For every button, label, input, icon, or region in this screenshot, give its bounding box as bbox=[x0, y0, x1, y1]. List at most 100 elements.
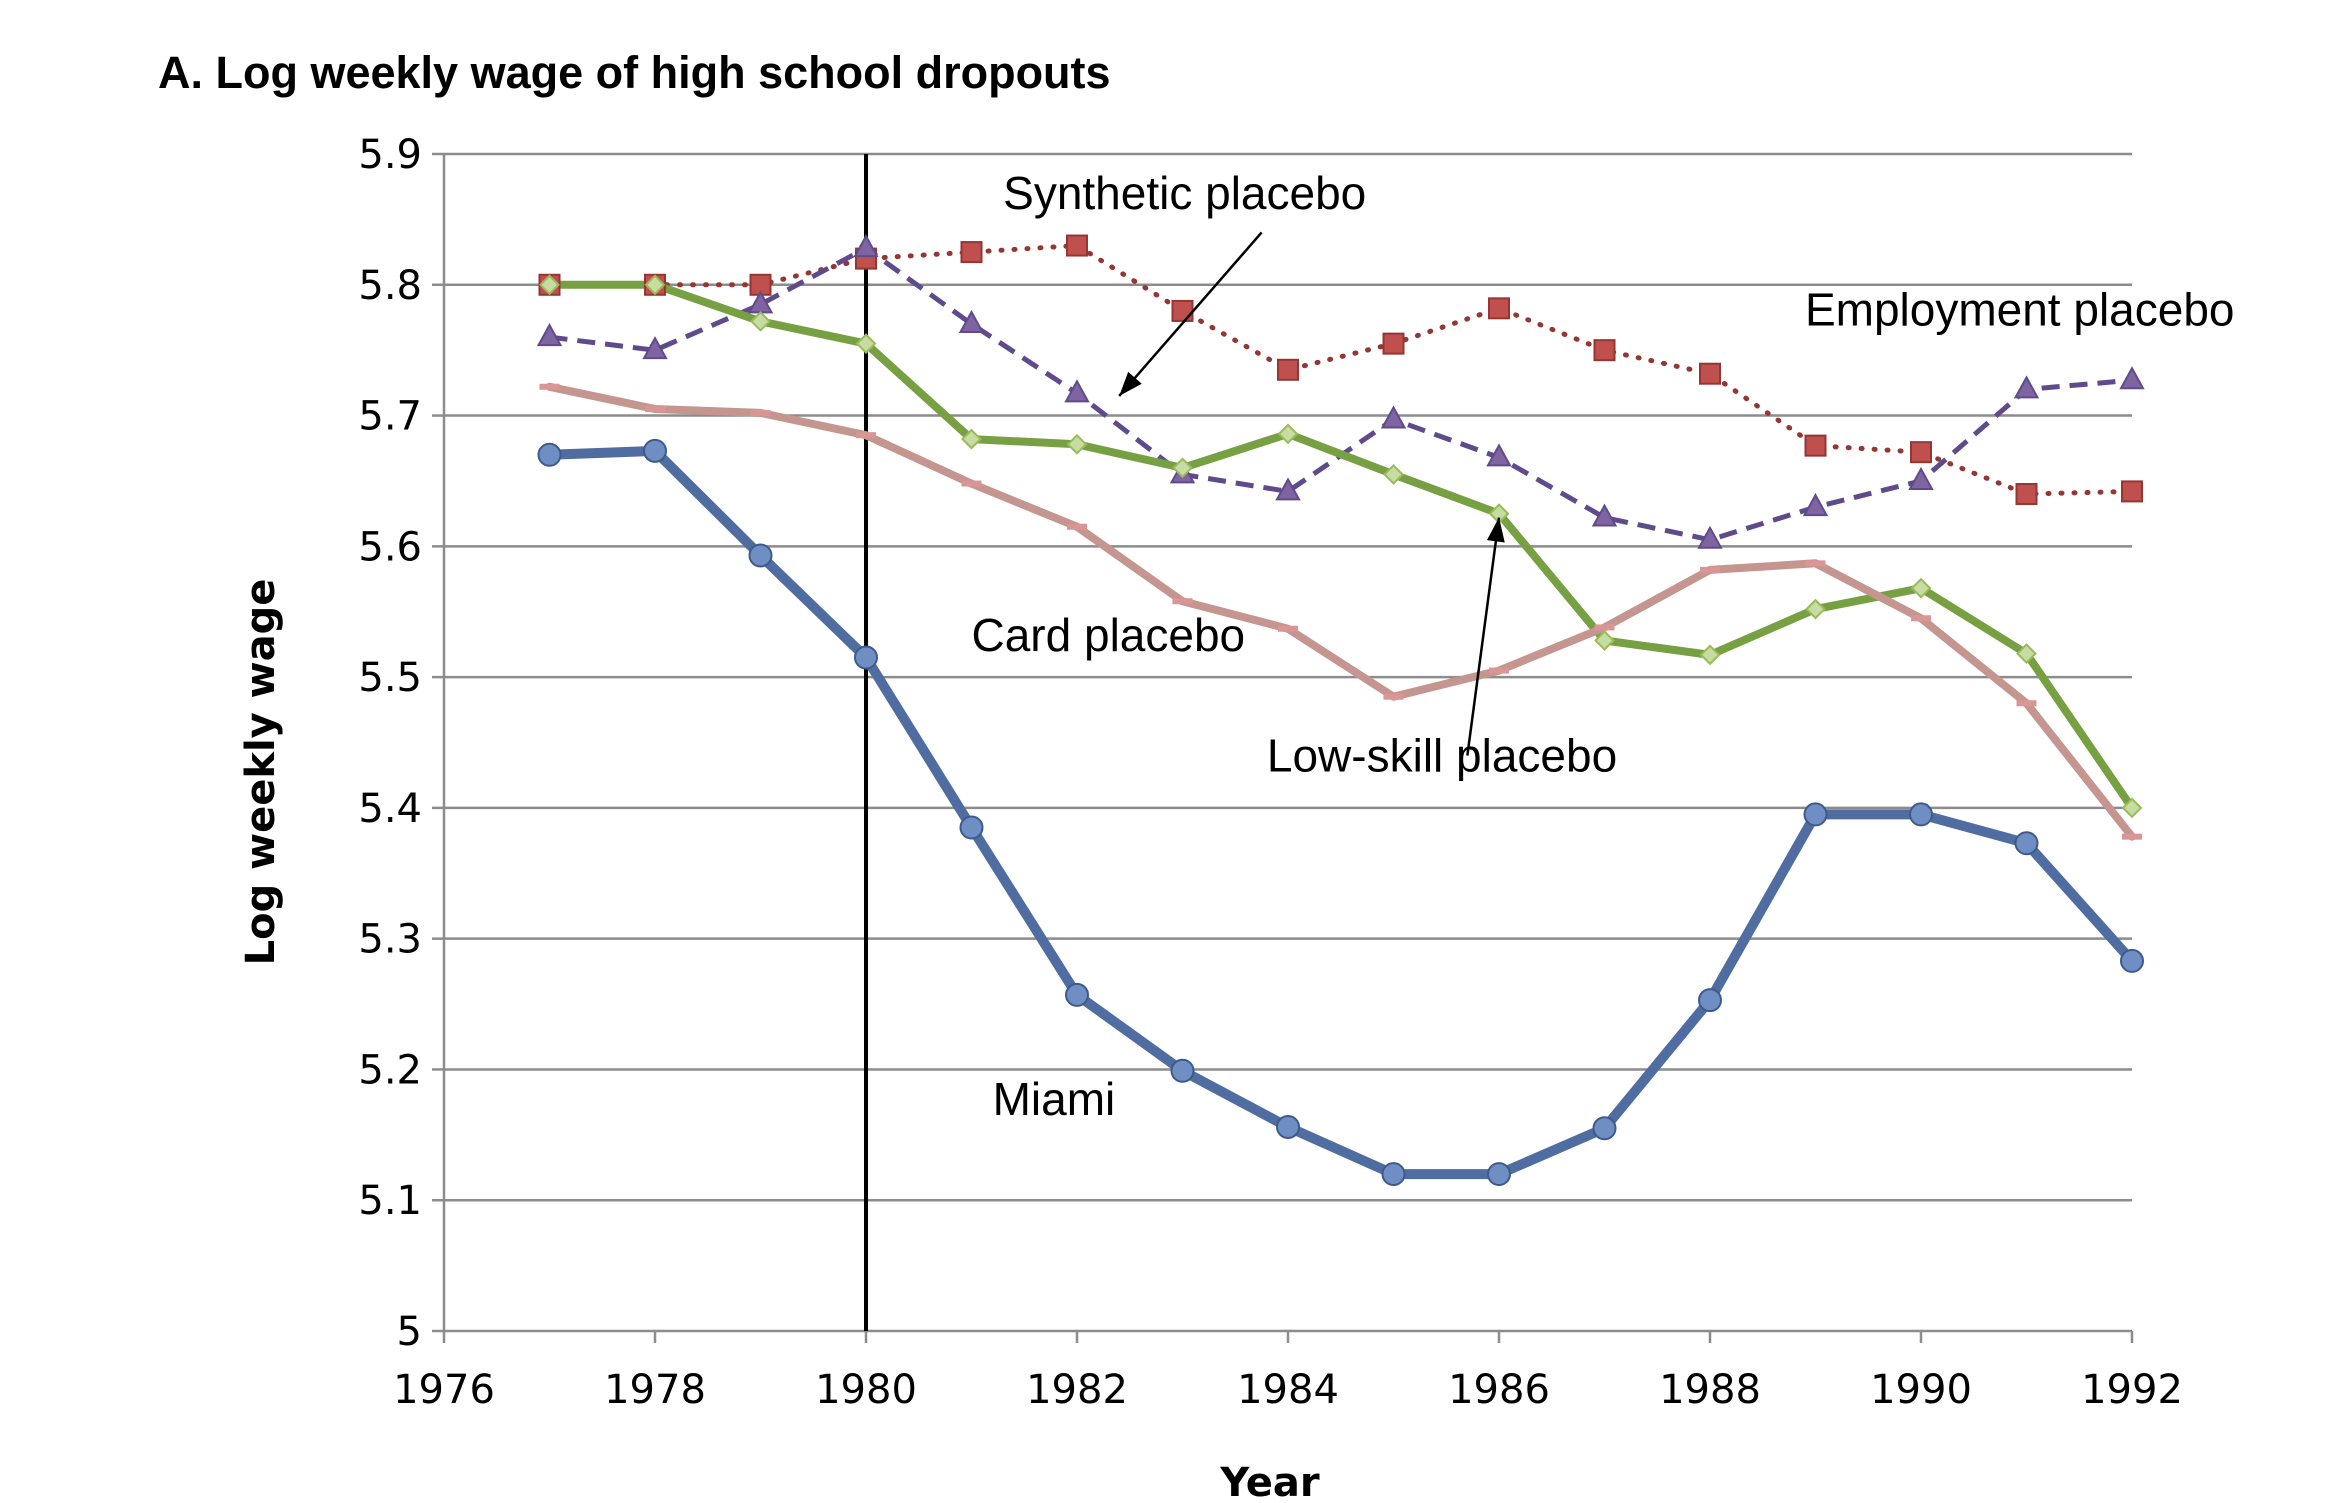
marker-card-placebo bbox=[1594, 624, 1615, 631]
marker-low-skill-placebo bbox=[750, 310, 771, 332]
marker-synthetic-placebo bbox=[1380, 405, 1407, 429]
marker-synthetic-placebo bbox=[536, 323, 563, 347]
marker-synthetic-placebo bbox=[958, 309, 985, 334]
annotations: Synthetic placebo Employment placebo Card … bbox=[972, 167, 2235, 1125]
marker-miami bbox=[1698, 988, 1722, 1013]
marker-employment-placebo bbox=[1593, 339, 1616, 362]
x-tick-label: 1992 bbox=[2081, 1367, 2183, 1413]
marker-low-skill-placebo bbox=[1383, 463, 1404, 485]
marker-employment-placebo bbox=[1699, 362, 1721, 385]
marker-synthetic-placebo bbox=[2013, 375, 2040, 399]
y-tick-label: 5.9 bbox=[358, 132, 422, 178]
marker-low-skill-placebo bbox=[1277, 423, 1299, 445]
marker-card-placebo bbox=[961, 480, 982, 487]
series-lines bbox=[544, 243, 2137, 1180]
marker-miami bbox=[748, 543, 773, 568]
marker-miami bbox=[1065, 982, 1089, 1007]
marker-low-skill-placebo bbox=[1699, 644, 1721, 666]
marker-synthetic-placebo bbox=[2119, 366, 2145, 390]
annotation-card-placebo: Card placebo bbox=[972, 609, 1246, 661]
y-tick-label: 5.6 bbox=[358, 524, 422, 570]
marker-employment-placebo bbox=[1910, 441, 1932, 464]
y-tick-label: 5 bbox=[397, 1309, 422, 1355]
annotation-arrow bbox=[1466, 517, 1501, 756]
marker-employment-placebo bbox=[960, 241, 983, 264]
marker-low-skill-placebo bbox=[1172, 457, 1193, 479]
marker-employment-placebo bbox=[1804, 434, 1827, 457]
marker-synthetic-placebo bbox=[853, 234, 879, 258]
x-tick-label: 1978 bbox=[604, 1367, 706, 1413]
chart-title: A. Log weekly wage of high school dropou… bbox=[158, 47, 1111, 98]
marker-miami bbox=[537, 442, 562, 467]
x-tick-label: 1984 bbox=[1237, 1367, 1339, 1413]
marker-card-placebo bbox=[2122, 833, 2142, 840]
marker-card-placebo bbox=[1383, 693, 1404, 700]
marker-employment-placebo bbox=[1382, 332, 1405, 355]
marker-miami bbox=[854, 645, 878, 670]
y-tick-label: 5.2 bbox=[358, 1047, 422, 1093]
marker-synthetic-placebo bbox=[1697, 525, 1723, 549]
y-tick-label: 5.1 bbox=[358, 1178, 422, 1224]
marker-employment-placebo bbox=[2015, 483, 2038, 506]
marker-low-skill-placebo bbox=[644, 274, 666, 296]
marker-miami bbox=[1276, 1114, 1300, 1139]
x-tick-label: 1976 bbox=[393, 1367, 495, 1413]
y-tick-label: 5.7 bbox=[358, 394, 422, 440]
series-markers bbox=[536, 234, 2145, 1187]
marker-synthetic-placebo bbox=[1908, 466, 1934, 490]
marker-card-placebo bbox=[539, 383, 560, 390]
marker-card-placebo bbox=[1805, 560, 1826, 567]
marker-low-skill-placebo bbox=[1805, 598, 1826, 620]
tick-labels: 5 5.1 5.2 5.3 5.4 5.5 5.6 5.7 5.8 5.9 1976 1978 1980… bbox=[358, 132, 2183, 1413]
marker-miami bbox=[1487, 1162, 1511, 1187]
series-line-low-skill-placebo bbox=[545, 280, 2136, 812]
x-tick-label: 1986 bbox=[1448, 1367, 1550, 1413]
y-axis-title: Log weekly wage bbox=[238, 579, 284, 966]
marker-low-skill-placebo bbox=[1910, 577, 1932, 599]
marker-employment-placebo bbox=[1171, 299, 1194, 322]
marker-low-skill-placebo bbox=[855, 333, 877, 355]
marker-miami bbox=[2120, 948, 2144, 973]
marker-synthetic-placebo bbox=[1064, 379, 1090, 403]
annotation-arrowhead bbox=[1119, 371, 1142, 396]
marker-card-placebo bbox=[1489, 667, 1509, 674]
y-tick-label: 5.4 bbox=[358, 786, 422, 832]
marker-miami bbox=[1170, 1058, 1195, 1083]
marker-miami bbox=[1803, 802, 1828, 827]
marker-low-skill-placebo bbox=[961, 428, 982, 450]
y-tick-label: 5.3 bbox=[358, 917, 422, 963]
marker-card-placebo bbox=[1067, 523, 1087, 530]
y-tick-label: 5.5 bbox=[358, 655, 422, 701]
marker-miami bbox=[1381, 1162, 1406, 1187]
marker-card-placebo bbox=[645, 406, 665, 413]
marker-miami bbox=[643, 438, 667, 463]
annotation-arrow bbox=[1118, 231, 1263, 397]
marker-card-placebo bbox=[1911, 615, 1931, 622]
x-tick-label: 1988 bbox=[1659, 1367, 1761, 1413]
marker-low-skill-placebo bbox=[2016, 643, 2037, 664]
marker-synthetic-placebo bbox=[642, 336, 668, 360]
x-tick-label: 1982 bbox=[1026, 1367, 1128, 1413]
marker-employment-placebo bbox=[1066, 234, 1088, 257]
marker-low-skill-placebo bbox=[1594, 630, 1615, 651]
marker-employment-placebo bbox=[1277, 358, 1299, 381]
marker-employment-placebo bbox=[2121, 480, 2143, 503]
marker-miami bbox=[2014, 831, 2039, 856]
x-tick-label: 1990 bbox=[1870, 1367, 1972, 1413]
marker-synthetic-placebo bbox=[1275, 477, 1301, 501]
marker-synthetic-placebo bbox=[1591, 503, 1618, 527]
annotation-employment-placebo: Employment placebo bbox=[1805, 283, 2235, 335]
marker-card-placebo bbox=[750, 409, 771, 416]
marker-card-placebo bbox=[1700, 566, 1720, 573]
marker-miami bbox=[1592, 1116, 1617, 1141]
marker-low-skill-placebo bbox=[539, 274, 560, 296]
marker-low-skill-placebo bbox=[2121, 797, 2143, 819]
annotation-low-skill-placebo: Low-skill placebo bbox=[1267, 729, 1617, 781]
x-axis-title: Year bbox=[1219, 1460, 1319, 1503]
marker-miami bbox=[1909, 802, 1933, 827]
annotation-synthetic-placebo: Synthetic placebo bbox=[1003, 167, 1366, 219]
y-tick-label: 5.8 bbox=[358, 263, 422, 309]
marker-miami bbox=[959, 815, 984, 840]
marker-low-skill-placebo bbox=[1066, 433, 1088, 455]
